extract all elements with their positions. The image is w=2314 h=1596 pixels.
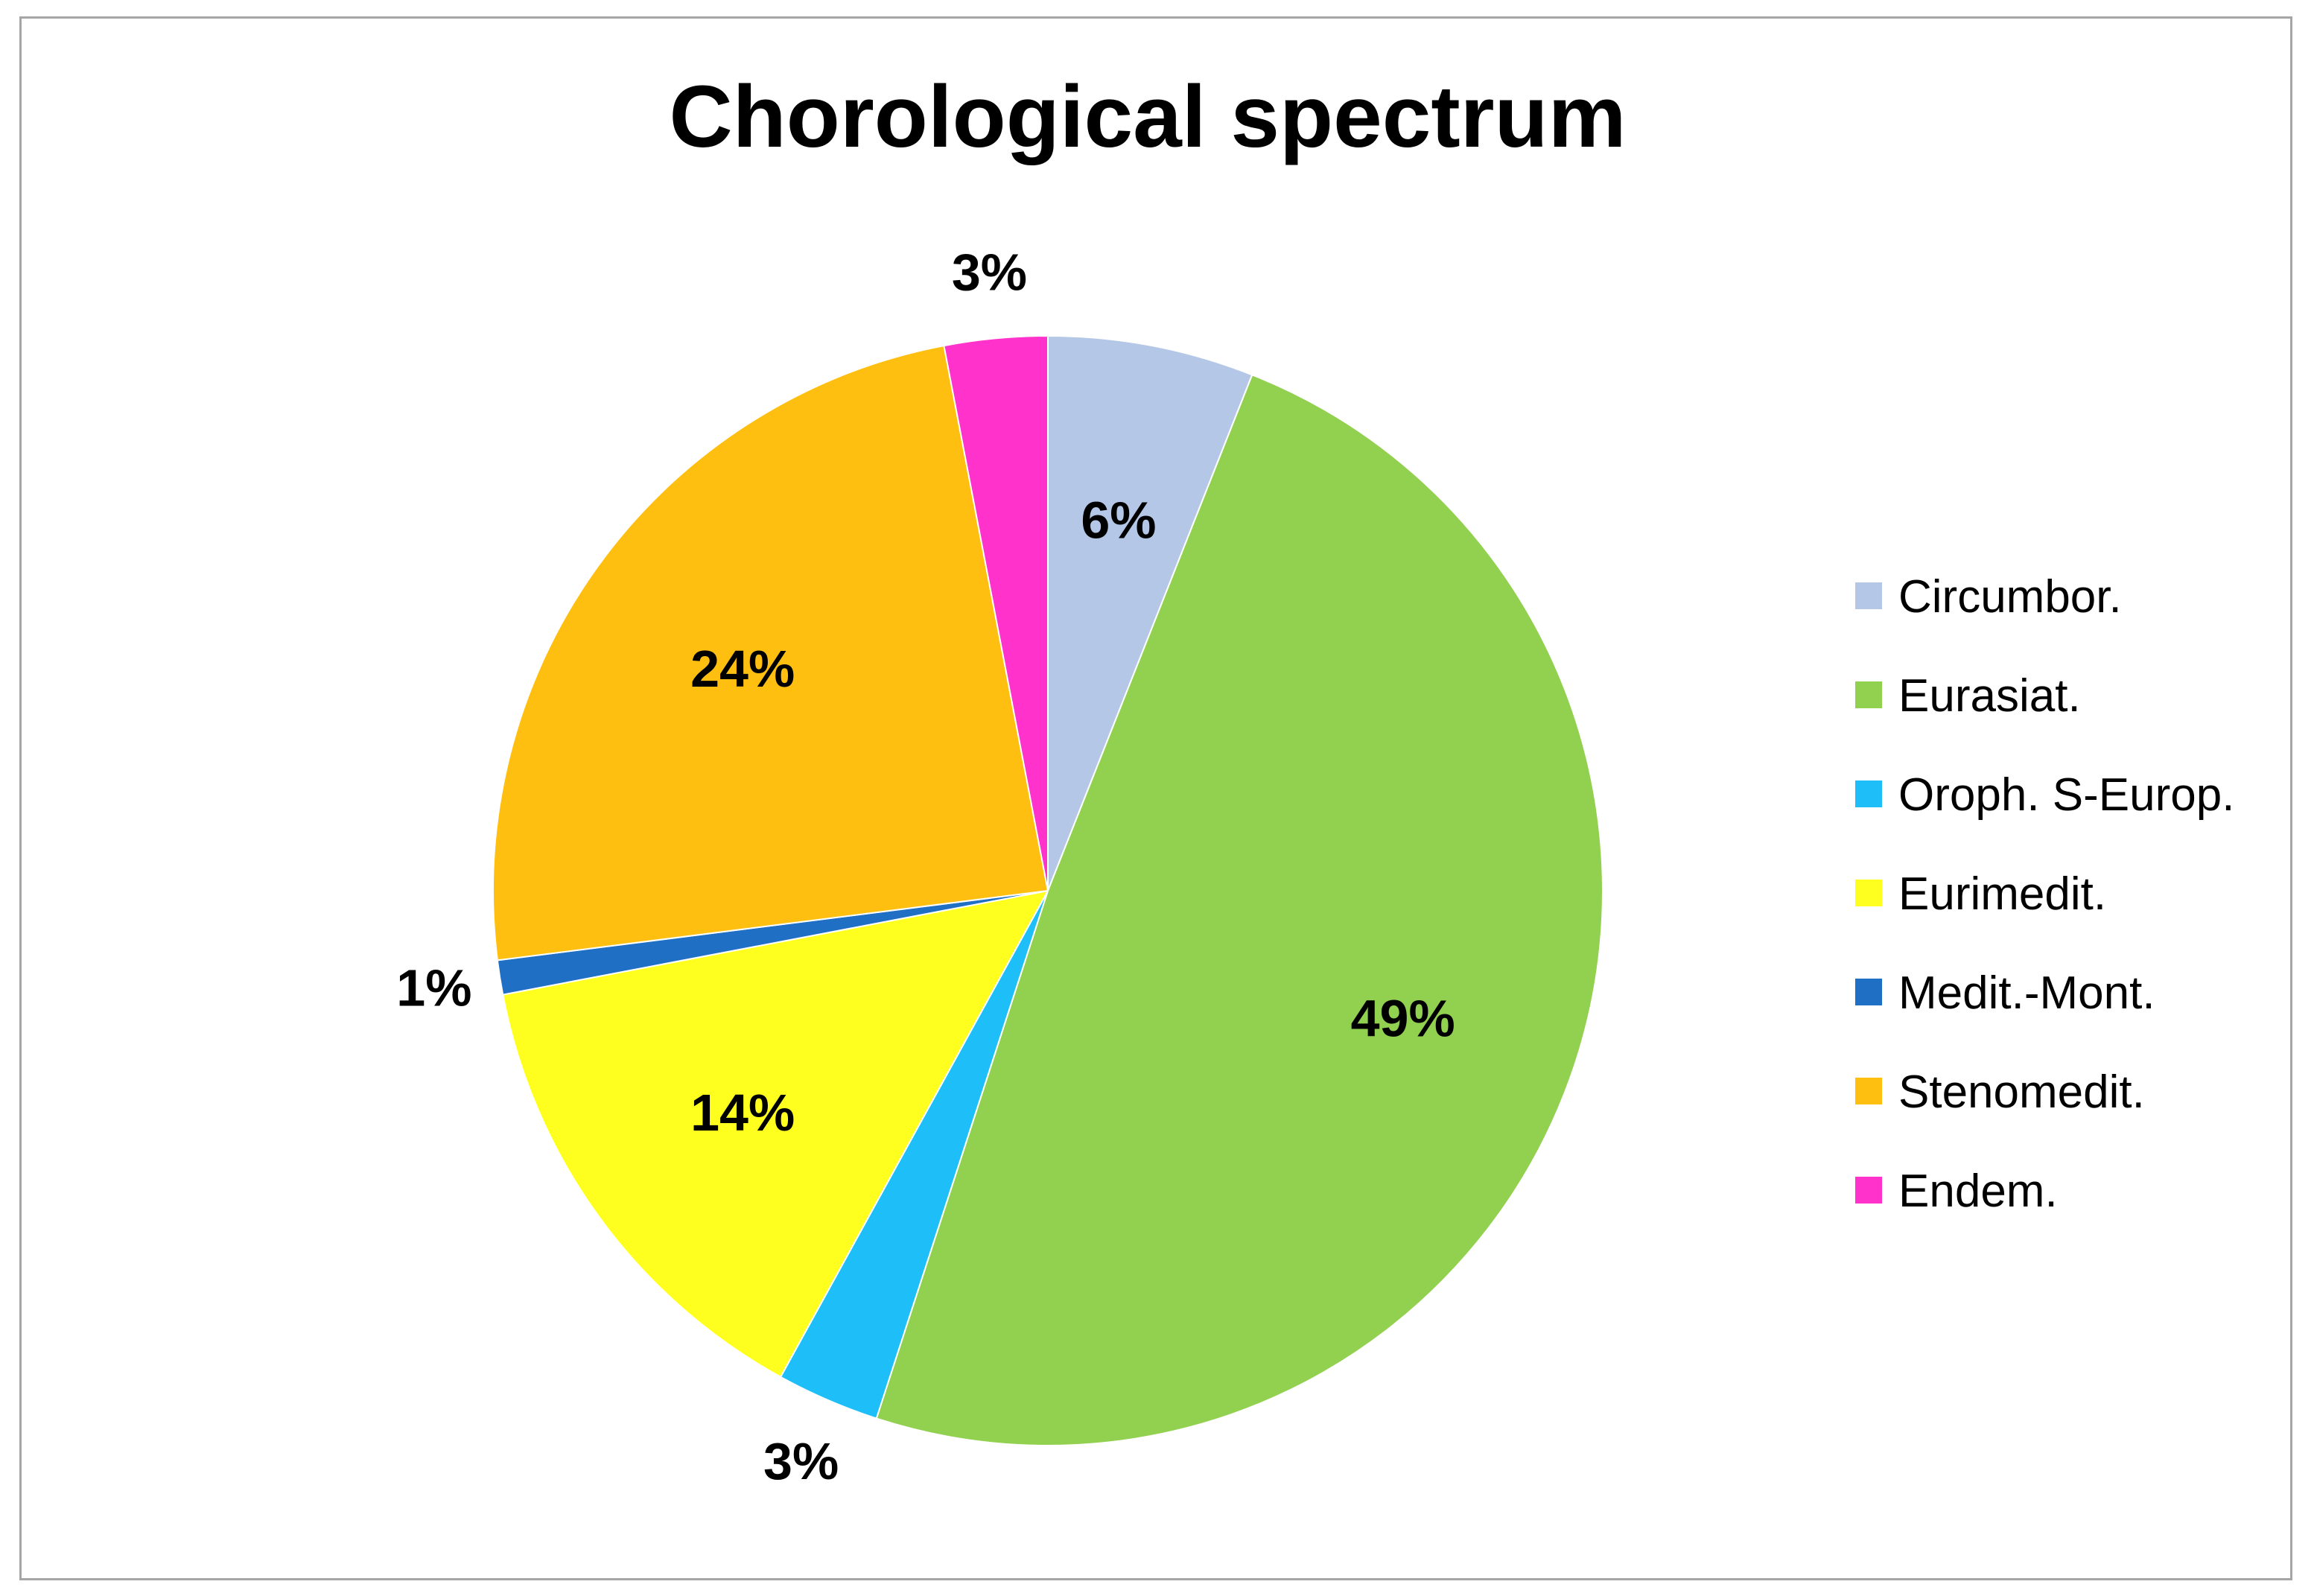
data-label-medit-mont: 1% bbox=[396, 959, 471, 1017]
legend-label-endem: Endem. bbox=[1898, 1166, 2058, 1217]
pie-slice-circumbor bbox=[1047, 334, 1253, 891]
pie-chart: Chorological spectrum 6%49%3%14%1%24%3% … bbox=[396, 68, 2234, 1490]
chart-title: Chorological spectrum bbox=[669, 68, 1626, 166]
legend-swatch-circumbor bbox=[1855, 582, 1882, 609]
legend-swatch-oroph-s-europ bbox=[1855, 780, 1882, 807]
chart-area: Chorological spectrum 6% 49% 3% 14% 1% 24% 3% … bbox=[19, 16, 2292, 1580]
legend-label-eurasiat: Eurasiat. bbox=[1898, 670, 2081, 722]
legend-swatch-stenomedit bbox=[1855, 1078, 1882, 1104]
legend-swatch-endem bbox=[1855, 1177, 1882, 1204]
pie-slice-stenomedit bbox=[492, 345, 1049, 961]
data-label-eurasiat: 49% bbox=[1351, 990, 1455, 1048]
legend-swatch-eurimedit bbox=[1855, 880, 1882, 906]
pie-slice-endem bbox=[943, 334, 1049, 891]
legend-label-stenomedit: Stenomedit. bbox=[1898, 1066, 2145, 1118]
legend-swatch-medit-mont bbox=[1855, 979, 1882, 1005]
data-label-oroph-s-europ: 3% bbox=[763, 1432, 839, 1490]
pie-slice-eurimedit bbox=[502, 889, 1049, 1379]
legend-swatch-eurasiat bbox=[1855, 681, 1882, 708]
pie-data-labels: 6% 49% 3% 14% 1% 24% 3% bbox=[396, 243, 1455, 1490]
data-label-stenomedit: 24% bbox=[690, 640, 795, 698]
pie-slices bbox=[492, 334, 1604, 1446]
legend-label-circumbor: Circumbor. bbox=[1898, 571, 2122, 623]
data-label-eurimedit: 14% bbox=[690, 1084, 795, 1142]
data-label-circumbor: 6% bbox=[1081, 491, 1156, 549]
legend: Circumbor. Eurasiat. Oroph. S-Europ. Eurime… bbox=[1855, 571, 2234, 1217]
data-label-endem: 3% bbox=[952, 243, 1027, 301]
legend-label-oroph-s-europ: Oroph. S-Europ. bbox=[1898, 769, 2234, 821]
legend-label-medit-mont: Medit.-Mont. bbox=[1898, 967, 2155, 1019]
pie-slice-eurasiat bbox=[875, 374, 1604, 1446]
legend-label-eurimedit: Eurimedit. bbox=[1898, 868, 2106, 920]
